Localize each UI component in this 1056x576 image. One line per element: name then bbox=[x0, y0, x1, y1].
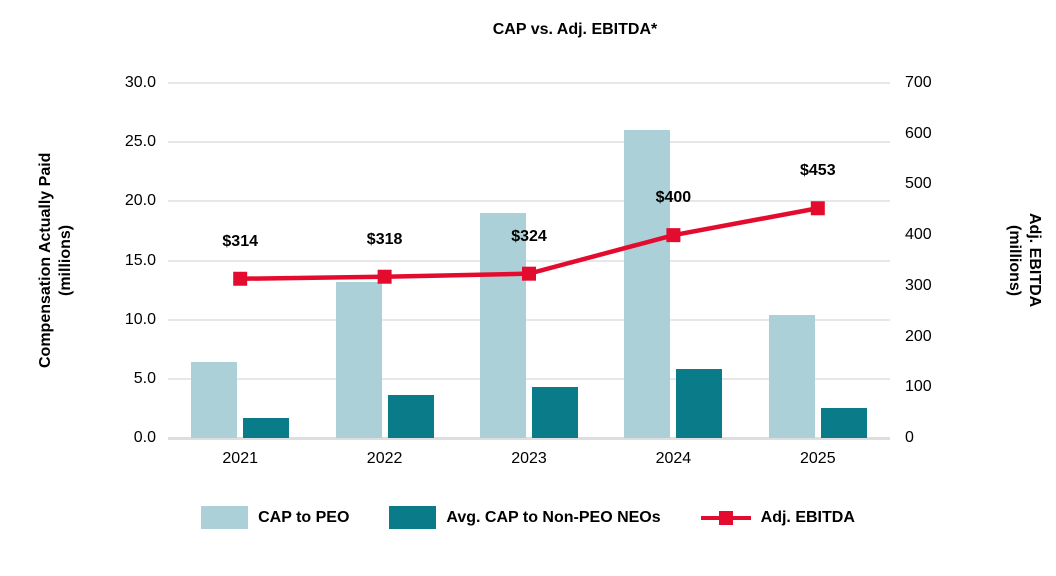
left-axis-tick-label: 20.0 bbox=[124, 192, 156, 210]
x-axis-tick-label: 2025 bbox=[800, 450, 836, 467]
right-axis-tick-label: 500 bbox=[905, 175, 932, 193]
left-axis-tick-label: 30.0 bbox=[124, 74, 156, 91]
right-axis-tick-label: 600 bbox=[905, 124, 932, 142]
adj-ebitda-marker-2023 bbox=[522, 266, 536, 281]
cap-to-peo-color-swatch bbox=[201, 506, 249, 529]
chart-title: CAP vs. Adj. EBITDA* bbox=[492, 21, 658, 38]
gridline bbox=[168, 141, 890, 144]
adj-ebitda-data-label-2023: $324 bbox=[511, 227, 547, 245]
adj-ebitda-data-label-2025: $453 bbox=[800, 162, 836, 180]
gridline bbox=[168, 318, 890, 321]
x-axis-tick-label: 2023 bbox=[511, 450, 547, 467]
bar-avg-cap-non-peo-neos-2025 bbox=[820, 408, 867, 438]
legend-item-avg-cap-non-peo-neos: Avg. CAP to Non-PEO NEOs bbox=[389, 506, 661, 529]
adj-ebitda-marker-2024 bbox=[666, 228, 681, 243]
left-axis-tick-label: 15.0 bbox=[124, 251, 156, 269]
right-axis-tick-label: 400 bbox=[905, 226, 932, 244]
bar-cap-to-peo-2021 bbox=[191, 362, 238, 438]
gridline bbox=[168, 377, 890, 380]
gridline bbox=[168, 82, 890, 84]
bar-avg-cap-non-peo-neos-2024 bbox=[676, 369, 723, 438]
gridline bbox=[168, 437, 890, 440]
plot-area: $314 $318 $324 $400 $453 bbox=[168, 82, 890, 440]
bar-cap-to-peo-2023 bbox=[480, 213, 526, 438]
left-axis-tick-label: 25.0 bbox=[124, 133, 156, 151]
x-axis-tick-label: 2024 bbox=[655, 450, 692, 467]
gridline bbox=[168, 259, 890, 262]
bar-avg-cap-non-peo-neos-2022 bbox=[387, 395, 434, 438]
bar-avg-cap-non-peo-neos-2021 bbox=[243, 417, 290, 438]
left-axis-tick-label: 5.0 bbox=[133, 369, 156, 387]
adj-ebitda-data-label-2024: $400 bbox=[655, 189, 692, 207]
adj-ebitda-data-label-2022: $318 bbox=[366, 230, 403, 248]
bar-avg-cap-non-peo-neos-2023 bbox=[532, 387, 578, 438]
legend-label-cap-to-peo: CAP to PEO bbox=[258, 508, 350, 526]
legend-label-avg-cap-non-peo-neos: Avg. CAP to Non-PEO NEOs bbox=[446, 508, 661, 526]
left-axis-tick-label: 0.0 bbox=[133, 429, 156, 446]
gridline bbox=[168, 200, 890, 203]
x-axis-tick-label: 2021 bbox=[222, 450, 258, 467]
right-axis-title: Adj. EBITDA (millions) bbox=[1004, 83, 1044, 438]
adj-ebitda-data-label-2021: $314 bbox=[222, 232, 258, 250]
left-axis-title-line1: Compensation Actually Paid bbox=[37, 152, 54, 369]
right-axis-title-line2: (millions) bbox=[1006, 224, 1023, 297]
adj-ebitda-line-swatch-square bbox=[718, 511, 733, 525]
legend: CAP to PEO Avg. CAP to Non-PEO NEOs Adj.… bbox=[0, 506, 1056, 529]
adj-ebitda-marker-2021 bbox=[233, 271, 248, 286]
adj-ebitda-marker-2022 bbox=[377, 269, 392, 284]
bar-cap-to-peo-2024 bbox=[624, 130, 671, 438]
x-axis-tick-label: 2022 bbox=[366, 450, 403, 467]
right-axis-tick-label: 100 bbox=[905, 378, 932, 396]
right-axis-tick-label: 200 bbox=[905, 327, 932, 345]
legend-item-adj-ebitda: Adj. EBITDA bbox=[700, 506, 855, 529]
right-axis-tick-label: 0 bbox=[905, 429, 914, 446]
right-axis-tick-label: 700 bbox=[905, 74, 932, 91]
bar-cap-to-peo-2025 bbox=[768, 314, 815, 438]
right-axis-title-line1: Adj. EBITDA bbox=[1026, 213, 1043, 308]
adj-ebitda-line-marker-swatch bbox=[700, 506, 751, 529]
bar-cap-to-peo-2022 bbox=[335, 281, 382, 438]
legend-item-cap-to-peo: CAP to PEO bbox=[201, 506, 349, 529]
right-axis-tick-label: 300 bbox=[905, 276, 932, 294]
avg-cap-non-peo-neos-color-swatch bbox=[389, 506, 437, 529]
legend-label-adj-ebitda: Adj. EBITDA bbox=[760, 508, 855, 526]
adj-ebitda-line-layer bbox=[233, 201, 825, 286]
adj-ebitda-marker-2025 bbox=[810, 201, 825, 216]
left-axis-tick-label: 10.0 bbox=[124, 310, 156, 328]
